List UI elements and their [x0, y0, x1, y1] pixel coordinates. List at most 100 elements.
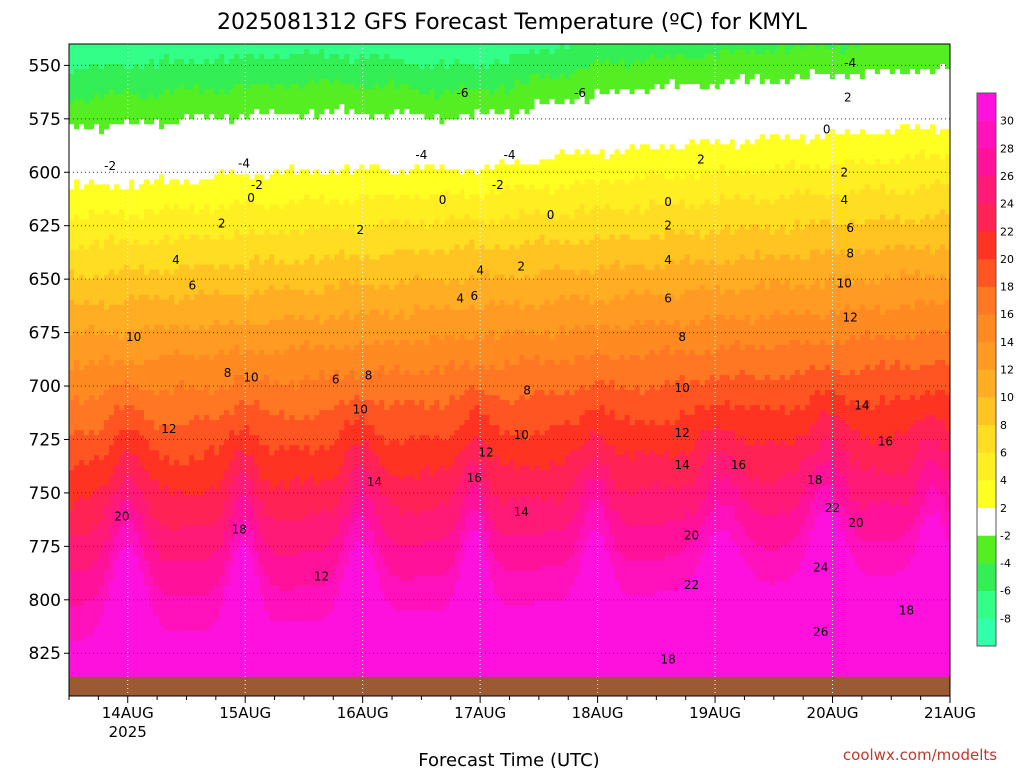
- field-cell: [494, 54, 501, 60]
- field-cell: [159, 94, 165, 100]
- field-cell: [389, 144, 395, 150]
- field-cell: [939, 59, 946, 65]
- field-cell: [654, 109, 661, 115]
- field-cell: [634, 79, 641, 85]
- field-cell: [899, 129, 906, 135]
- field-cell: [314, 174, 320, 181]
- field-cell: [384, 144, 390, 150]
- field-cell: [139, 159, 145, 165]
- field-cell: [734, 89, 741, 95]
- field-cell: [924, 134, 931, 140]
- field-cell: [429, 99, 436, 105]
- field-cell: [564, 144, 571, 150]
- field-cell: [554, 89, 561, 95]
- field-cell: [904, 139, 911, 145]
- field-cell: [654, 129, 661, 135]
- field-cell: [829, 179, 836, 186]
- field-cell: [519, 69, 526, 75]
- field-cell: [654, 174, 661, 181]
- field-cell: [659, 129, 666, 135]
- field-cell: [854, 174, 861, 181]
- field-cell: [804, 144, 811, 150]
- field-cell: [669, 114, 676, 120]
- field-cell: [804, 149, 811, 155]
- field-cell: [884, 94, 891, 100]
- field-cell: [69, 99, 75, 105]
- field-cell: [429, 179, 436, 186]
- field-cell: [614, 74, 621, 80]
- field-cell: [494, 44, 501, 50]
- field-cell: [174, 99, 180, 105]
- field-cell: [479, 89, 486, 95]
- field-cell: [664, 164, 671, 170]
- field-cell: [679, 99, 686, 105]
- field-cell: [349, 99, 355, 105]
- field-cell: [259, 169, 265, 175]
- field-cell: [704, 159, 711, 165]
- field-cell: [599, 174, 606, 181]
- field-cell: [879, 44, 886, 50]
- field-cell: [324, 94, 330, 100]
- field-cell: [144, 149, 150, 155]
- field-cell: [439, 154, 446, 160]
- field-cell: [429, 54, 436, 60]
- field-cell: [204, 159, 210, 165]
- field-cell: [179, 184, 185, 191]
- field-cell: [109, 44, 115, 50]
- field-cell: [589, 124, 596, 130]
- field-cell: [504, 139, 511, 145]
- field-cell: [144, 129, 150, 135]
- field-cell: [519, 79, 526, 85]
- field-cell: [519, 159, 526, 165]
- field-cell: [399, 179, 405, 186]
- field-cell: [799, 89, 806, 95]
- field-cell: [199, 114, 205, 120]
- field-cell: [479, 99, 486, 105]
- field-cell: [144, 74, 150, 80]
- field-cell: [809, 79, 816, 85]
- field-cell: [74, 99, 80, 105]
- field-cell: [569, 84, 576, 90]
- field-cell: [209, 84, 215, 90]
- field-cell: [309, 164, 315, 170]
- field-cell: [409, 174, 415, 181]
- field-cell: [719, 84, 726, 90]
- field-cell: [884, 74, 891, 80]
- field-cell: [824, 114, 831, 120]
- field-cell: [439, 89, 446, 95]
- field-cell: [589, 94, 596, 100]
- field-cell: [519, 154, 526, 160]
- field-cell: [549, 154, 556, 160]
- field-cell: [759, 69, 766, 75]
- field-cell: [649, 59, 656, 65]
- field-cell: [859, 79, 866, 85]
- field-cell: [399, 124, 405, 130]
- field-cell: [384, 139, 390, 145]
- field-cell: [879, 89, 886, 95]
- field-cell: [429, 154, 436, 160]
- field-cell: [224, 59, 230, 65]
- field-cell: [74, 119, 80, 125]
- field-cell: [674, 59, 681, 65]
- field-cell: [239, 184, 245, 191]
- field-cell: [734, 149, 741, 155]
- field-cell: [864, 44, 871, 50]
- field-cell: [559, 44, 566, 50]
- field-cell: [479, 144, 486, 150]
- field-cell: [564, 129, 571, 135]
- field-cell: [69, 89, 75, 95]
- field-cell: [254, 184, 260, 191]
- field-cell: [699, 124, 706, 130]
- field-cell: [164, 149, 170, 155]
- field-cell: [504, 49, 511, 55]
- field-cell: [374, 119, 380, 125]
- field-cell: [719, 119, 726, 125]
- field-cell: [554, 84, 561, 90]
- field-cell: [474, 119, 481, 125]
- field-cell: [624, 79, 631, 85]
- field-cell: [524, 149, 531, 155]
- field-cell: [664, 89, 671, 95]
- field-cell: [779, 89, 786, 95]
- field-cell: [374, 109, 380, 115]
- field-cell: [129, 179, 135, 186]
